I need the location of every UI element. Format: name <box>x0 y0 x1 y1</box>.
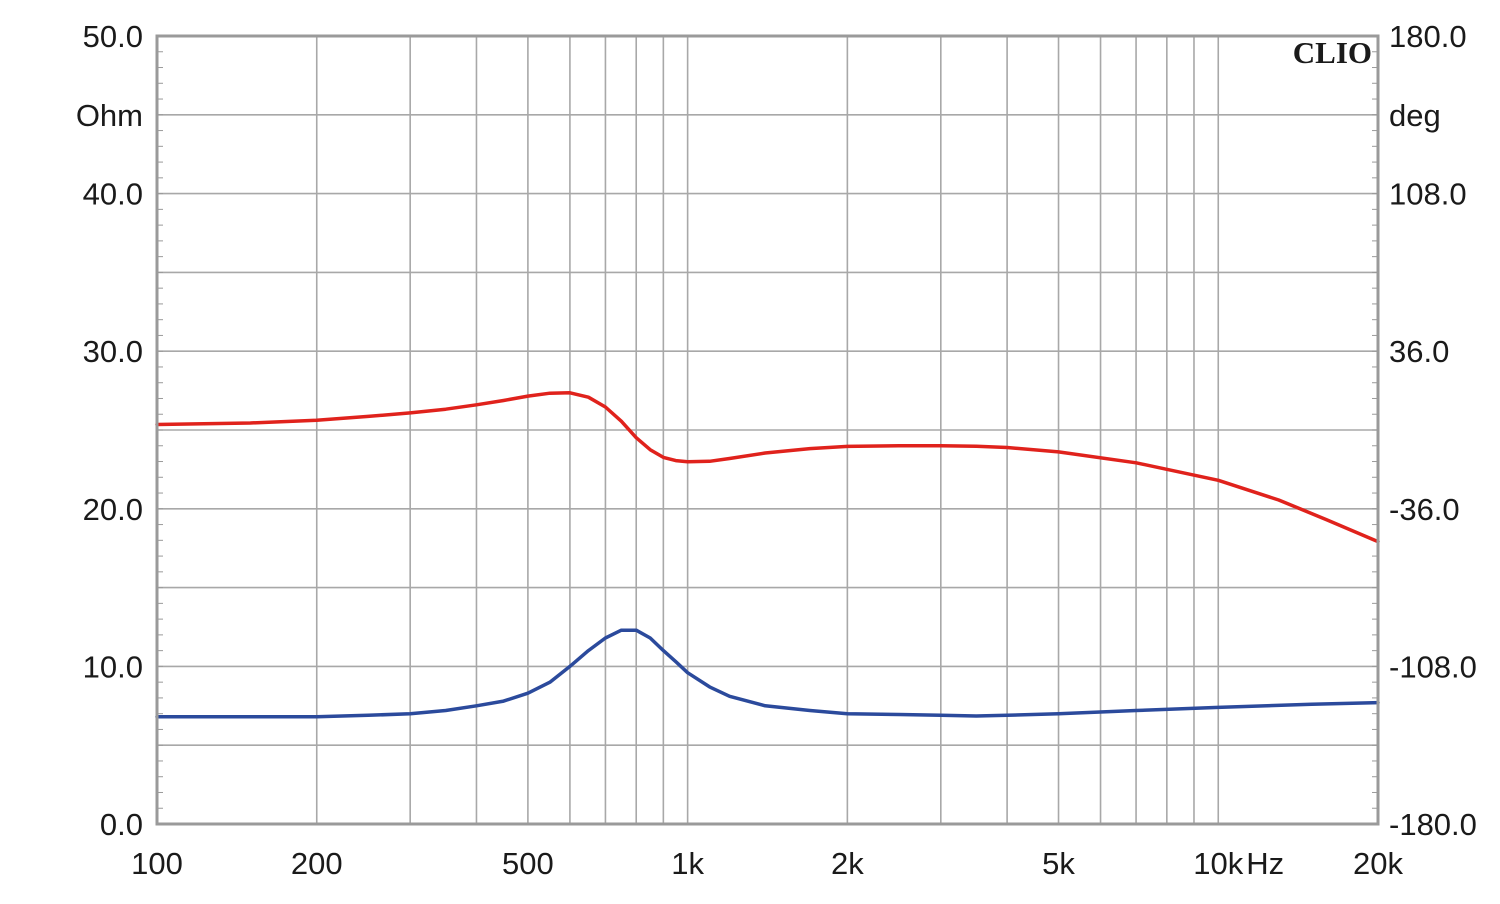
y-right-tick-label: -108.0 <box>1389 649 1477 684</box>
grid <box>157 36 1378 824</box>
series-layer <box>155 391 1380 719</box>
clio-logo: CLIO <box>1293 35 1372 70</box>
y-left-tick-label: 50.0 <box>83 19 143 54</box>
x-tick-label: 5k <box>1042 846 1075 881</box>
series-line-right <box>155 391 1380 544</box>
x-tick-label: 100 <box>131 846 183 881</box>
y-left-tick-label: 10.0 <box>83 649 143 684</box>
x-tick-label: 10k <box>1193 846 1243 881</box>
x-tick-label: 1k <box>671 846 704 881</box>
x-tick-label: 200 <box>291 846 343 881</box>
y-left-tick-label: 0.0 <box>100 807 143 842</box>
x-tick-label: 20k <box>1353 846 1403 881</box>
y-right-tick-label: -36.0 <box>1389 492 1460 527</box>
y-right-axis-label: deg <box>1389 98 1441 133</box>
plot-frame <box>155 34 1380 826</box>
x-axis-unit-label: Hz <box>1246 846 1284 881</box>
y-right-tick-label: -180.0 <box>1389 807 1477 842</box>
y-right-tick-label: 36.0 <box>1389 334 1449 369</box>
x-tick-label: 500 <box>502 846 554 881</box>
y-left-tick-label: 30.0 <box>83 334 143 369</box>
y-right-tick-label: 108.0 <box>1389 177 1467 212</box>
series-line-left <box>155 628 1380 719</box>
y-left-tick-label: 40.0 <box>83 177 143 212</box>
y-left-axis-label: Ohm <box>76 98 143 133</box>
labels: 0.0 10.0 20.0 30.0 40.0 50.0 -180.0 -108.0 -36.0… <box>76 19 1477 881</box>
y-left-tick-label: 20.0 <box>83 492 143 527</box>
y-right-tick-label: 180.0 <box>1389 19 1467 54</box>
x-tick-label: 2k <box>831 846 864 881</box>
